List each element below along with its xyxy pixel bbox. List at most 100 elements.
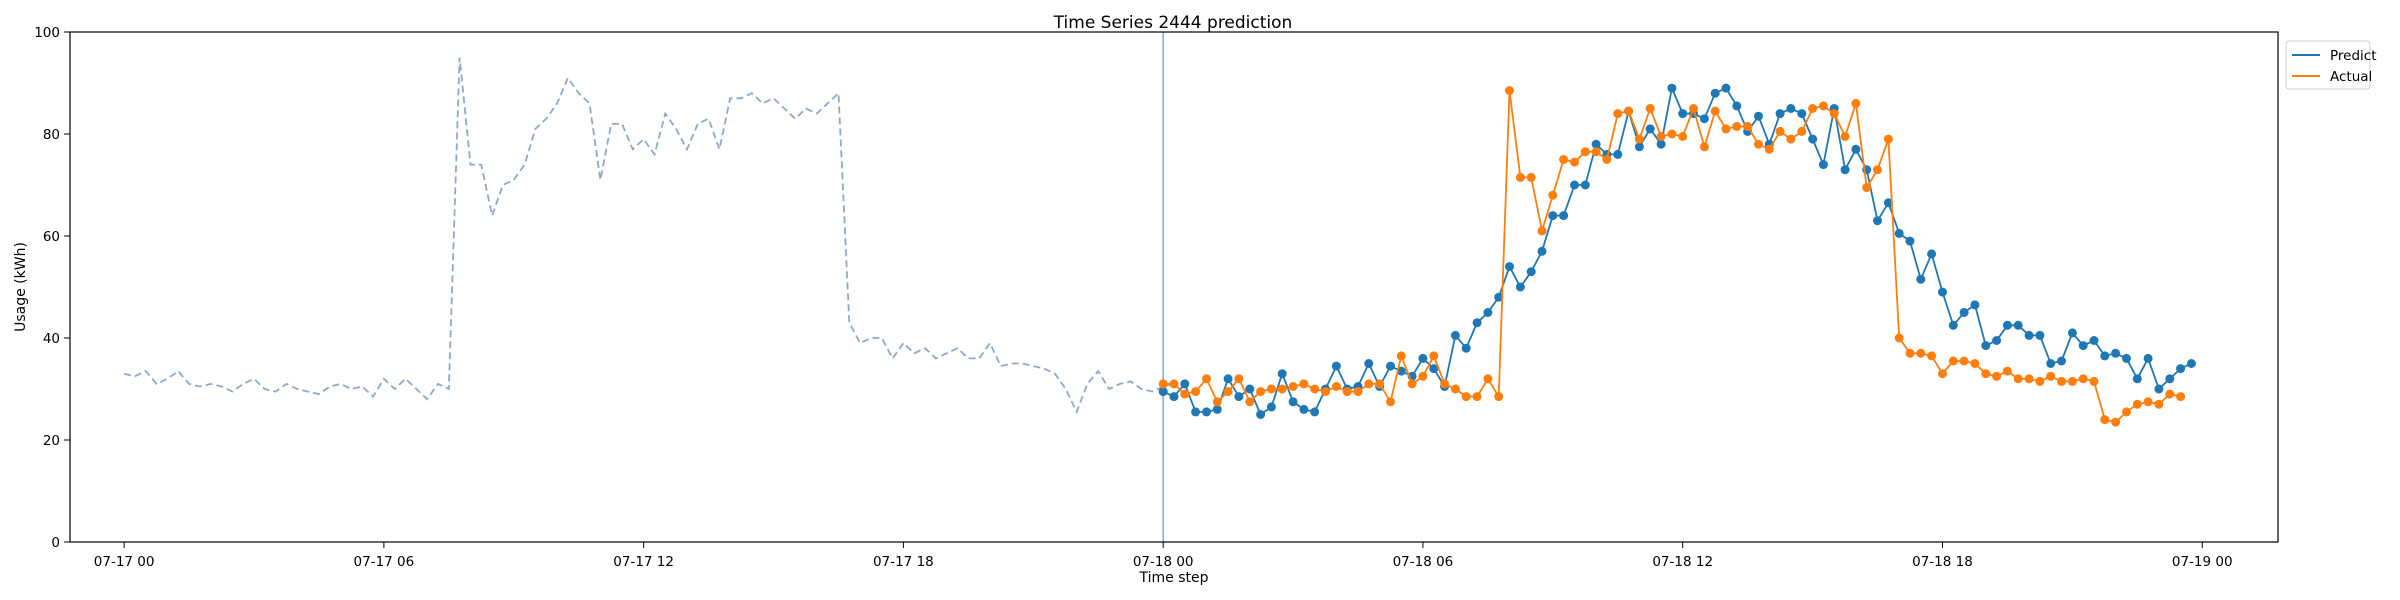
actual-point	[2132, 399, 2142, 409]
predict-point	[1775, 109, 1785, 119]
y-tick-label: 100	[34, 25, 60, 41]
actual-point	[1667, 129, 1677, 139]
actual-point	[2154, 399, 2164, 409]
predict-point	[2078, 341, 2088, 351]
predict-point	[1310, 407, 1320, 417]
actual-point	[1570, 157, 1579, 167]
predict-point	[2024, 330, 2034, 340]
predict-point	[1364, 359, 1374, 368]
actual-point	[1515, 172, 1525, 182]
predict-point	[1548, 211, 1558, 221]
actual-point	[1786, 134, 1796, 144]
actual-point	[1775, 126, 1785, 136]
x-tick-label: 07-18 06	[1393, 554, 1454, 570]
y-tick-label: 60	[43, 229, 60, 245]
predict-point	[1992, 336, 2002, 345]
actual-point	[1537, 226, 1547, 236]
predict-point	[1873, 216, 1882, 226]
predict-point	[2176, 364, 2186, 374]
predict-point	[2165, 374, 2175, 384]
actual-point	[1883, 134, 1893, 144]
actual-point	[2002, 366, 2012, 376]
actual-point	[1981, 369, 1991, 379]
predict-point	[1559, 211, 1569, 221]
actual-point	[1483, 374, 1493, 384]
actual-point	[1277, 384, 1287, 394]
predict-point	[1797, 109, 1807, 119]
predict-point	[1299, 404, 1309, 414]
chart-title: Time Series 2444 prediction	[1053, 13, 1293, 33]
actual-point	[1992, 371, 2002, 381]
predict-point	[2154, 384, 2164, 394]
predict-point	[1191, 407, 1201, 417]
actual-point	[2176, 392, 2186, 402]
predict-point	[1212, 404, 1222, 414]
actual-point	[1624, 106, 1634, 116]
predict-point	[1732, 101, 1742, 111]
actual-point	[1288, 382, 1298, 391]
actual-point	[2035, 376, 2045, 386]
plot-frame	[69, 31, 2279, 543]
actual-point	[2013, 374, 2023, 384]
y-axis-title: Usage (kWh)	[13, 242, 29, 332]
predict-point	[1754, 111, 1763, 121]
predict-point	[1570, 180, 1579, 190]
actual-point	[1202, 374, 1211, 384]
actual-point	[1764, 144, 1774, 154]
axes: 0 20 40 60 80 100 07-17 00 07-17 06 07-17 12 07-1…	[34, 25, 2232, 570]
predict-point	[1515, 282, 1525, 292]
legend: Predict Actual	[2285, 40, 2377, 90]
predict-point	[1948, 320, 1958, 330]
actual-point	[1591, 147, 1601, 157]
actual-point	[1191, 387, 1201, 397]
predict-point	[2089, 336, 2099, 345]
predict-point	[1656, 139, 1666, 149]
predict-point	[1169, 392, 1179, 402]
actual-point	[1407, 379, 1417, 389]
y-tick-label: 20	[43, 433, 60, 449]
actual-point	[1916, 348, 1926, 358]
actual-point	[2122, 407, 2131, 417]
predict-point	[2111, 348, 2121, 358]
predict-point	[1472, 318, 1482, 328]
actual-point	[1169, 379, 1179, 389]
actual-point	[1959, 356, 1969, 366]
predict-point	[1981, 341, 1991, 351]
predict-point	[1905, 236, 1915, 246]
predict-point	[1450, 330, 1460, 340]
predict-point	[1699, 114, 1709, 124]
predict-point	[1234, 392, 1244, 402]
predict-point	[1266, 402, 1276, 412]
predict-point	[1883, 198, 1893, 208]
actual-point	[1396, 351, 1406, 361]
x-tick-label: 07-17 18	[873, 554, 934, 570]
actual-point	[1721, 124, 1731, 134]
predict-point	[2057, 356, 2066, 366]
actual-point	[1634, 134, 1644, 144]
actual-point	[1905, 348, 1915, 358]
predict-point	[2002, 320, 2012, 330]
predict-point	[1808, 134, 1818, 144]
actual-point	[2024, 374, 2034, 384]
actual-point	[1461, 392, 1471, 402]
predict-point	[2035, 330, 2045, 340]
x-tick-label: 07-19 00	[2172, 554, 2233, 570]
predict-point	[1840, 165, 1850, 175]
actual-point	[1440, 379, 1450, 389]
legend-actual-label: Actual	[2330, 69, 2372, 85]
actual-point	[1234, 374, 1244, 384]
actual-point	[1548, 190, 1558, 200]
y-tick-label: 0	[51, 535, 60, 551]
actual-point	[1678, 132, 1688, 141]
predict-point	[2013, 320, 2023, 330]
predict-point	[1786, 104, 1796, 113]
actual-point	[2165, 389, 2175, 399]
predict-point	[1894, 228, 1904, 238]
predict-point	[2186, 359, 2196, 368]
actual-point	[1818, 101, 1828, 111]
history-series-line	[123, 57, 1175, 415]
actual-point	[1245, 397, 1255, 407]
predict-point	[2067, 328, 2077, 338]
predict-point	[1938, 287, 1947, 297]
